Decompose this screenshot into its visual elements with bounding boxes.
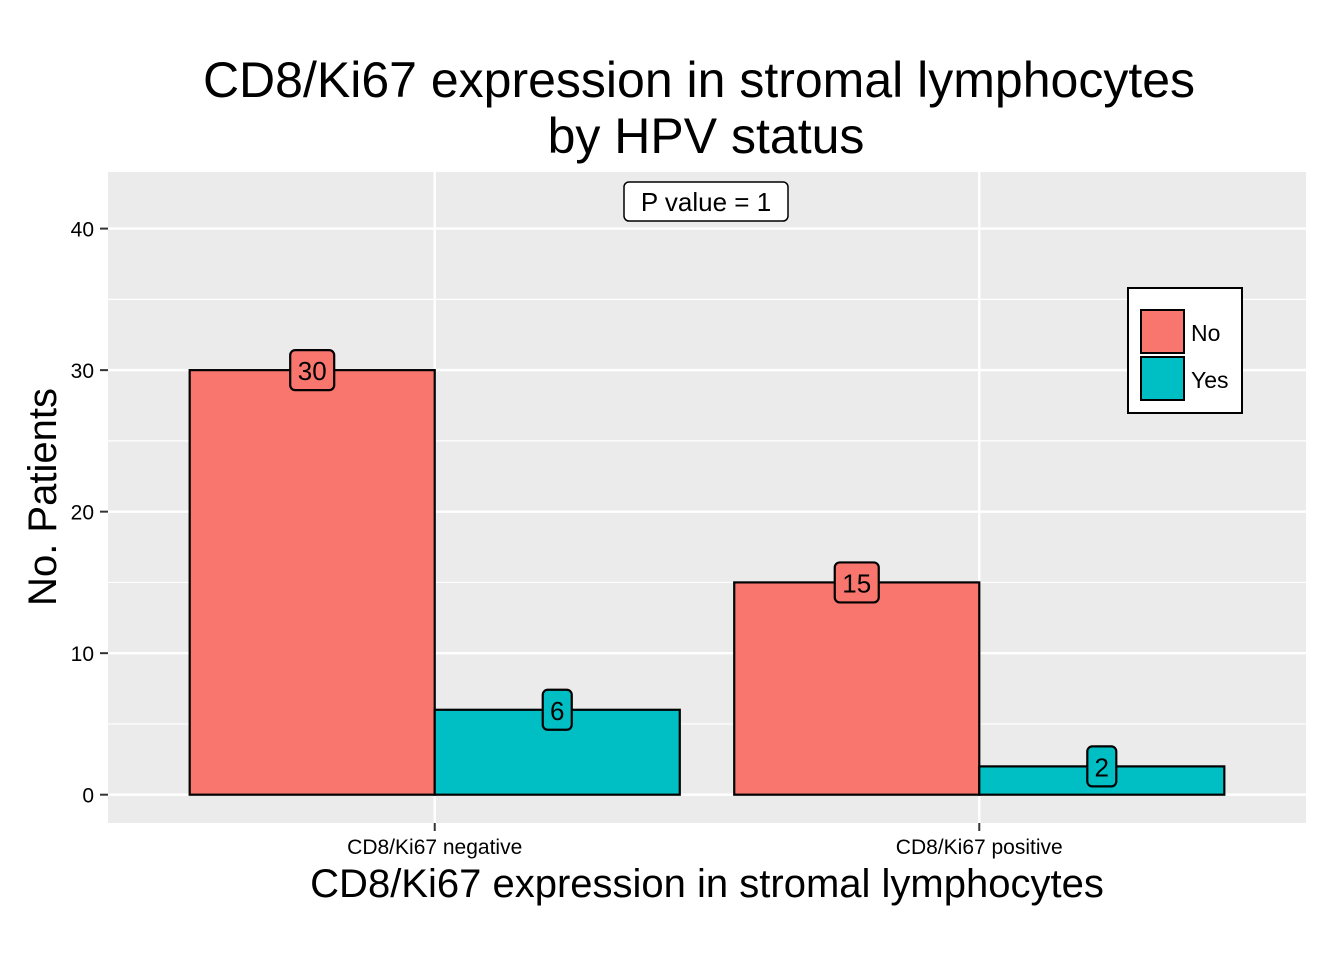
y-axis: 0 10 20 30 40 [71, 219, 108, 808]
legend-key-no [1140, 309, 1185, 354]
data-label: 15 [842, 568, 871, 598]
p-value-text: P value = 1 [641, 187, 771, 217]
y-tick-label: 30 [71, 360, 94, 383]
bar [188, 369, 436, 796]
bars-group [188, 369, 1226, 796]
bar-labels-group: 30 15 6 2 [289, 349, 1118, 788]
data-label: 2 [1095, 752, 1109, 782]
y-tick-label: 40 [71, 219, 94, 242]
y-axis-title: No. Patients [21, 388, 65, 606]
data-label: 6 [550, 696, 564, 726]
chart-title-line-1: CD8/Ki67 expression in stromal lymphocyt… [203, 52, 1195, 108]
legend-key-yes [1140, 356, 1185, 401]
y-tick-label: 10 [71, 643, 94, 666]
p-value-annotation: P value = 1 [623, 181, 789, 222]
legend: No Yes [1127, 287, 1243, 414]
chart-title-line-2: by HPV status [548, 108, 865, 164]
data-label-box [1086, 745, 1118, 788]
p-value-box [623, 181, 789, 222]
legend-label-yes: Yes [1191, 367, 1229, 393]
legend-label-no: No [1191, 320, 1220, 346]
data-label-box [541, 688, 573, 731]
x-axis: CD8/Ki67 negative CD8/Ki67 positive [347, 823, 1063, 859]
data-label-box [833, 561, 880, 604]
data-label: 30 [298, 356, 327, 386]
x-tick-label: CD8/Ki67 negative [347, 836, 522, 859]
bar [733, 581, 981, 796]
y-tick-label: 0 [82, 785, 94, 808]
x-tick-label: CD8/Ki67 positive [896, 836, 1063, 859]
y-tick-label: 20 [71, 502, 94, 525]
x-axis-title: CD8/Ki67 expression in stromal lymphocyt… [310, 862, 1104, 906]
data-label-box [289, 349, 336, 392]
